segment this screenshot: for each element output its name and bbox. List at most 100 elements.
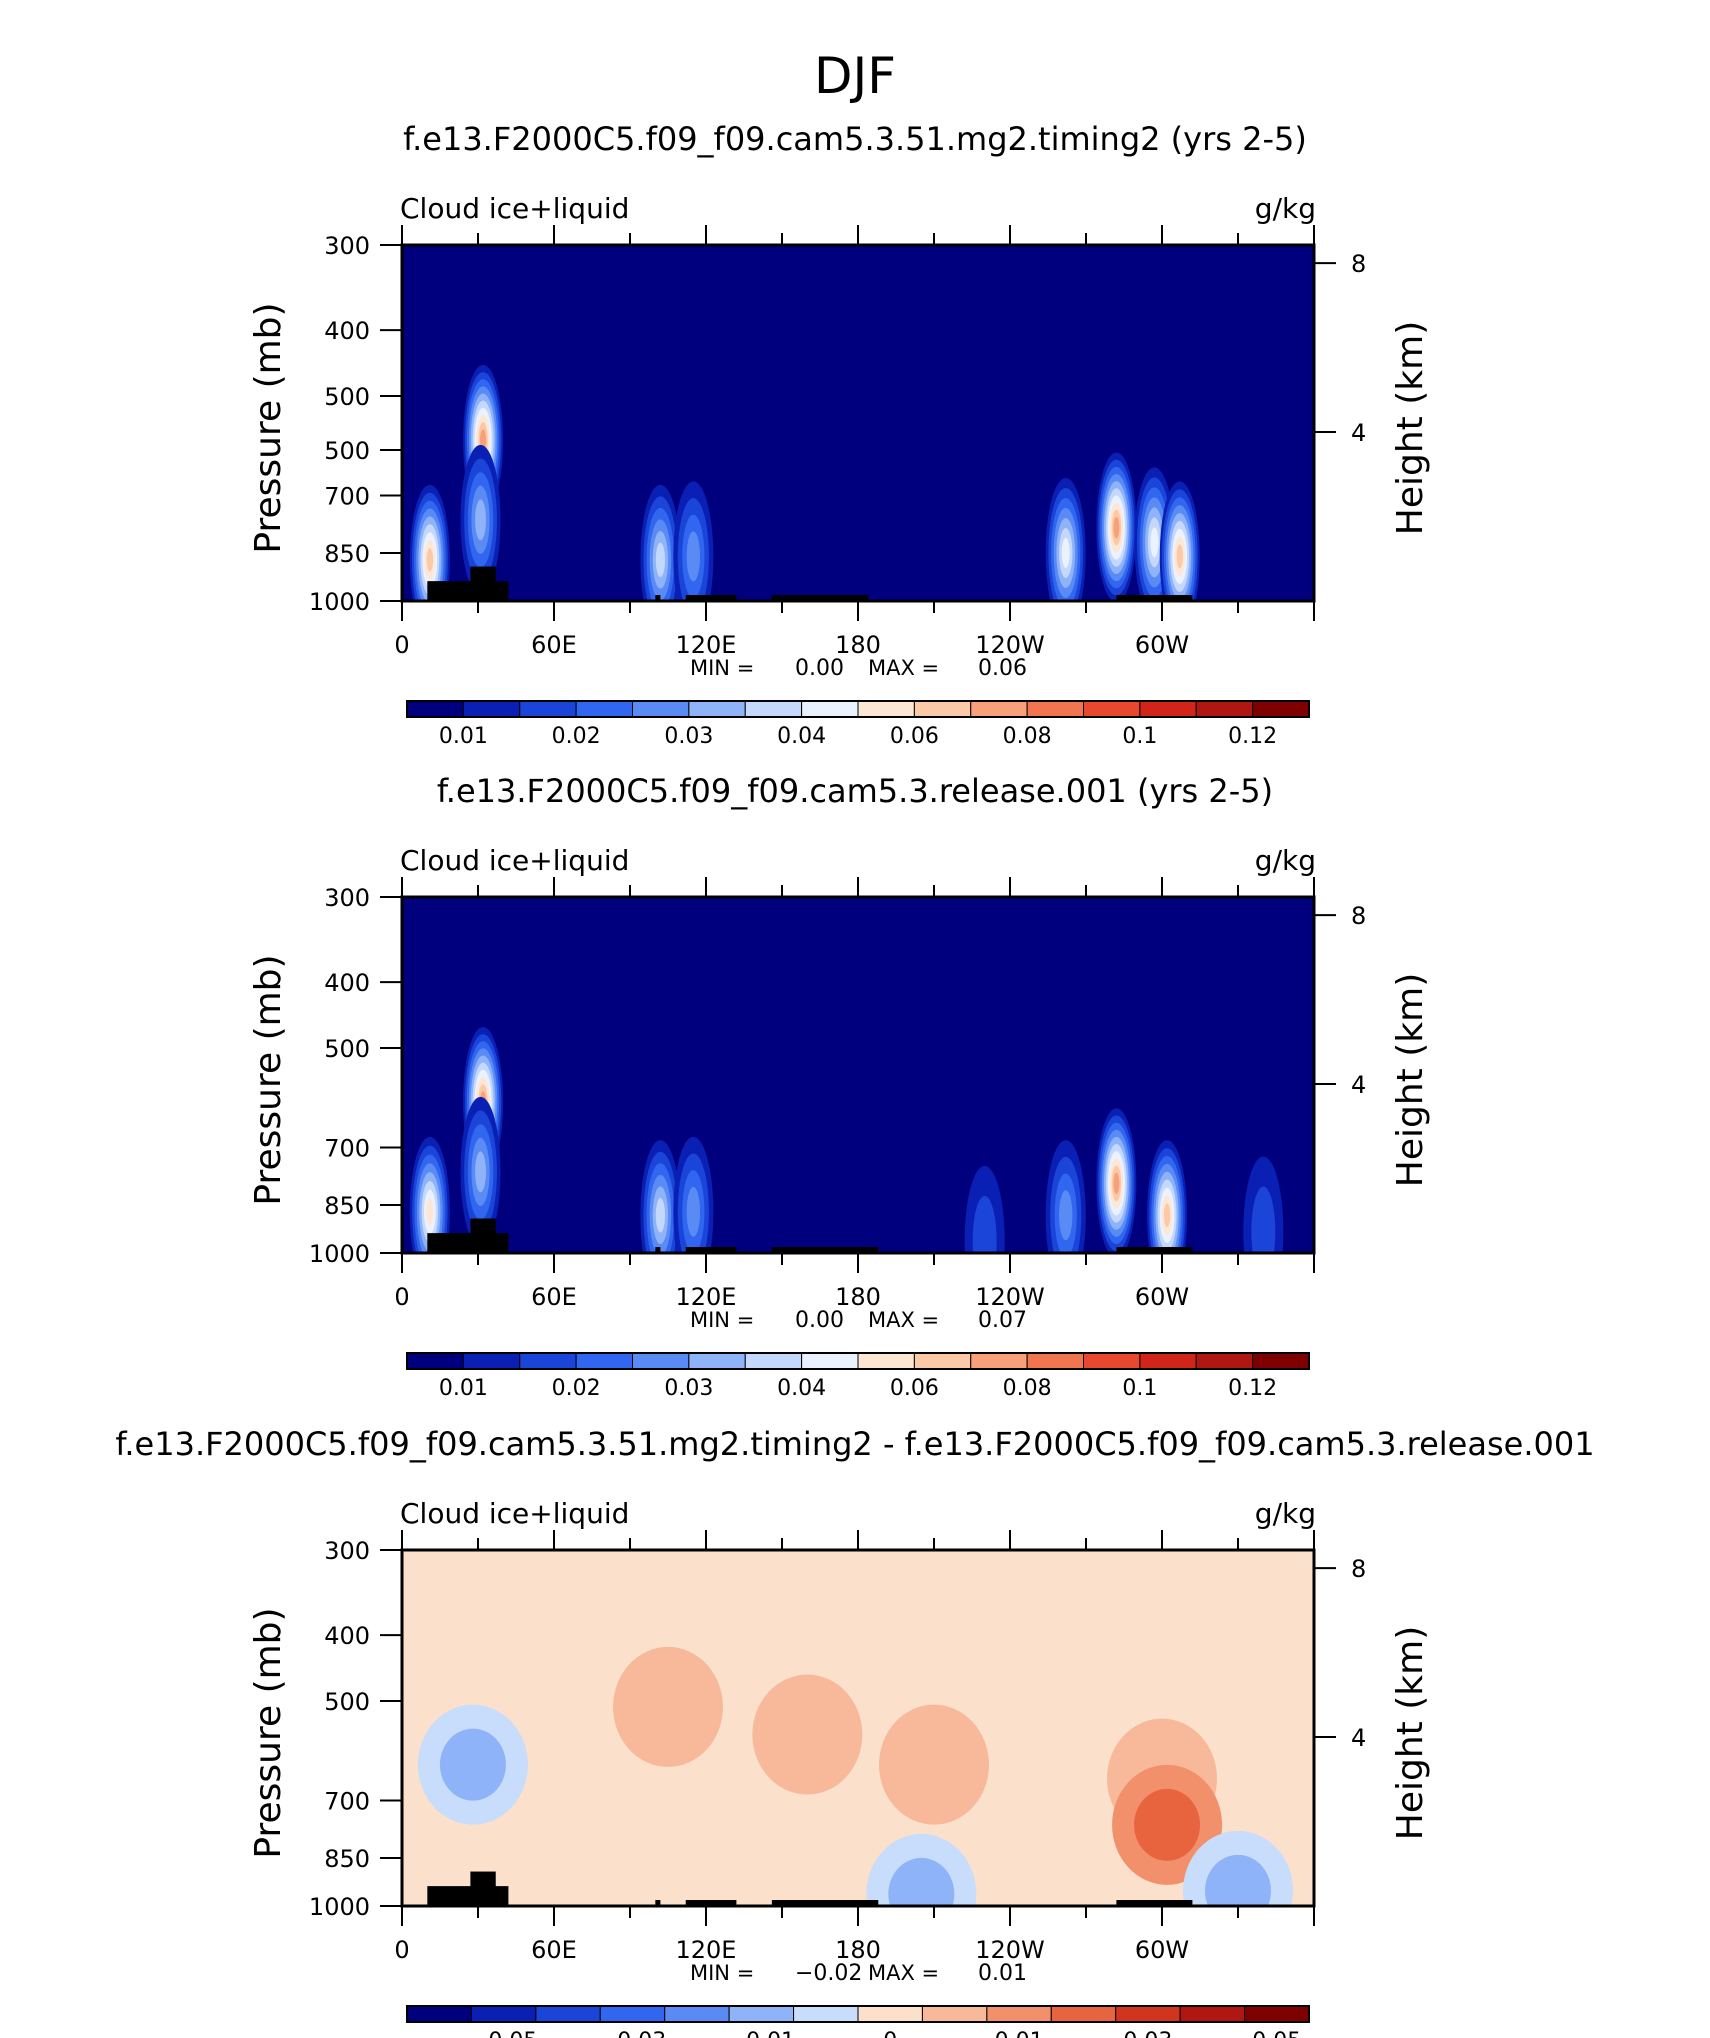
colorbar-swatch bbox=[1026, 1352, 1084, 1370]
contour-feature bbox=[1096, 1108, 1137, 1253]
contour-feature bbox=[417, 1704, 528, 1825]
colorbar-swatch bbox=[470, 2005, 537, 2023]
contour-level bbox=[439, 1728, 506, 1801]
y-tick-label: 1000 bbox=[309, 1893, 370, 1921]
colorbar-label: 0.02 bbox=[552, 724, 601, 749]
colorbar-swatch bbox=[857, 700, 915, 718]
contour-feature bbox=[1045, 477, 1086, 601]
colorbar-swatch bbox=[462, 700, 521, 718]
x-tick-label: 180 bbox=[835, 1936, 881, 1964]
units-label: g/kg bbox=[1255, 844, 1316, 877]
colorbar-swatch bbox=[406, 2005, 472, 2023]
terrain-mask bbox=[470, 1871, 496, 1906]
right-axis-label: Height (km) bbox=[1390, 1626, 1431, 1840]
panels: f.e13.F2000C5.f09_f09.cam5.3.51.mg2.timi… bbox=[115, 120, 1594, 2038]
colorbar-swatch bbox=[1195, 1352, 1254, 1370]
colorbar-swatch bbox=[1244, 2005, 1310, 2023]
x-tick-label: 0 bbox=[394, 1283, 409, 1311]
colorbar-swatch bbox=[1195, 700, 1254, 718]
x-tick-label: 120W bbox=[975, 1283, 1045, 1311]
max-label: MAX = bbox=[868, 1961, 939, 1985]
colorbar-frame bbox=[406, 1352, 1310, 1370]
panel-title: f.e13.F2000C5.f09_f09.cam5.3.release.001… bbox=[437, 772, 1273, 810]
right-tick-label: 8 bbox=[1351, 250, 1366, 278]
y-axis-label: Pressure (mb) bbox=[248, 1607, 289, 1858]
right-tick-label: 8 bbox=[1351, 1555, 1366, 1583]
x-tick-label: 0 bbox=[394, 631, 409, 659]
colorbar-swatch bbox=[575, 1352, 633, 1370]
y-tick-label: 700 bbox=[324, 1135, 370, 1163]
colorbar-swatch bbox=[1179, 2005, 1246, 2023]
x-tick-label: 120W bbox=[975, 1936, 1045, 1964]
colorbar-swatch bbox=[519, 700, 577, 718]
right-tick-label: 8 bbox=[1351, 902, 1366, 930]
terrain-mask bbox=[771, 595, 869, 601]
colorbar-label: 0.06 bbox=[890, 724, 939, 749]
x-tick-label: 60E bbox=[531, 1936, 577, 1964]
contour-feature bbox=[1159, 481, 1200, 601]
contour-feature bbox=[1096, 452, 1137, 601]
contour-level bbox=[1059, 1190, 1073, 1241]
min-label: MIN = bbox=[690, 1961, 754, 1985]
x-tick-label: 60W bbox=[1135, 1283, 1189, 1311]
colorbar-swatch bbox=[857, 1352, 915, 1370]
right-axis-label: Height (km) bbox=[1390, 321, 1431, 535]
field-label: Cloud ice+liquid bbox=[400, 1497, 629, 1530]
plot-area bbox=[402, 245, 1314, 601]
colorbar-swatch bbox=[688, 1352, 746, 1370]
contour-level bbox=[1134, 1788, 1201, 1861]
contour-feature bbox=[673, 481, 714, 601]
colorbar-swatch bbox=[1139, 1352, 1197, 1370]
y-tick-label: 1000 bbox=[309, 588, 370, 616]
x-tick-label: 120E bbox=[676, 1936, 737, 1964]
colorbar-label: 0.01 bbox=[439, 1376, 488, 1401]
colorbar-label: 0.05 bbox=[1252, 2029, 1301, 2038]
colorbar-swatch bbox=[744, 700, 803, 718]
colorbar-swatch bbox=[986, 2005, 1052, 2023]
contour-feature bbox=[409, 1136, 450, 1253]
y-axis-label: Pressure (mb) bbox=[248, 954, 289, 1205]
colorbar-swatch bbox=[744, 1352, 803, 1370]
contour-feature bbox=[640, 484, 681, 601]
y-tick-label: 700 bbox=[324, 483, 370, 511]
colorbar-swatch bbox=[970, 700, 1028, 718]
colorbar-swatch bbox=[535, 2005, 601, 2023]
terrain-mask bbox=[685, 1247, 737, 1253]
y-tick-label: 300 bbox=[324, 232, 370, 260]
colorbar-swatch bbox=[921, 2005, 988, 2023]
terrain-mask bbox=[1116, 595, 1193, 601]
contour-feature bbox=[460, 1096, 501, 1247]
x-tick-label: 60W bbox=[1135, 631, 1189, 659]
contour-level bbox=[1113, 516, 1120, 539]
colorbar-swatch bbox=[1115, 2005, 1181, 2023]
terrain-mask bbox=[771, 1247, 879, 1253]
min-value: −0.02 bbox=[795, 1961, 862, 1986]
contour-level bbox=[1150, 527, 1159, 558]
min-value: 0.00 bbox=[795, 656, 844, 681]
panel-2: f.e13.F2000C5.f09_f09.cam5.3.release.001… bbox=[248, 772, 1431, 1401]
x-tick-label: 180 bbox=[835, 631, 881, 659]
y-tick-label: 400 bbox=[324, 317, 370, 345]
min-value: 0.00 bbox=[795, 1308, 844, 1333]
contour-feature bbox=[1183, 1830, 1293, 1906]
colorbar-label: −0.03 bbox=[599, 2029, 666, 2038]
contour-feature bbox=[1147, 1140, 1188, 1253]
contour-feature bbox=[879, 1704, 989, 1825]
terrain-mask bbox=[655, 1247, 661, 1253]
contour-feature bbox=[964, 1165, 1005, 1253]
contour-level bbox=[426, 1198, 434, 1226]
colorbar-swatch bbox=[1139, 700, 1197, 718]
colorbar-label: 0.06 bbox=[890, 1376, 939, 1401]
contour-level bbox=[752, 1674, 863, 1795]
y-tick-label: 500 bbox=[324, 383, 370, 411]
colorbar-label: 0.1 bbox=[1122, 724, 1157, 749]
x-tick-label: 180 bbox=[835, 1283, 881, 1311]
contour-level bbox=[888, 1857, 955, 1906]
contour-level bbox=[655, 542, 666, 578]
colorbar-label: 0.04 bbox=[777, 724, 826, 749]
colorbar-label: 0.01 bbox=[439, 724, 488, 749]
colorbar-label: 0.08 bbox=[1003, 1376, 1052, 1401]
terrain-mask bbox=[427, 1886, 509, 1906]
min-label: MIN = bbox=[690, 1308, 754, 1332]
